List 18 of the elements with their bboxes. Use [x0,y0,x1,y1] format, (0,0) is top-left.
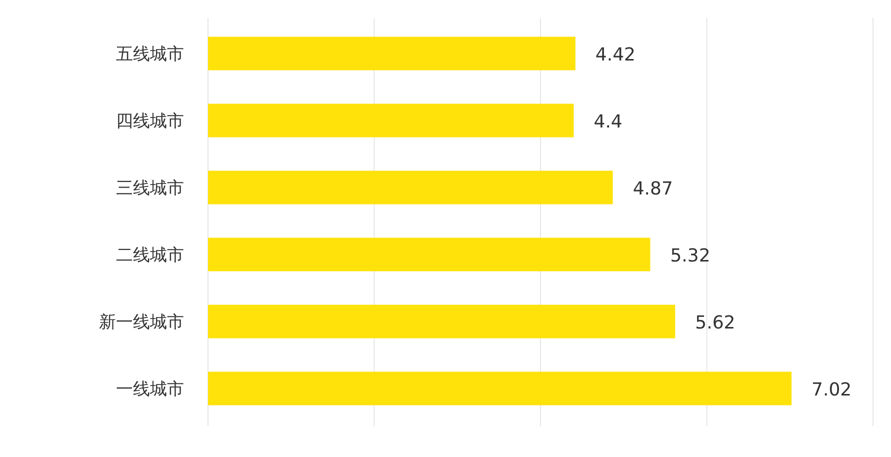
data-label: 5.62 [695,312,736,334]
bar [208,238,650,272]
y-tick-label: 二线城市 [116,246,184,266]
data-label: 5.32 [670,246,710,266]
data-label: 4.87 [632,178,673,200]
y-tick-label: 新一线城市 [99,312,184,332]
y-tick-label: 三线城市 [116,178,184,198]
bar [208,304,676,338]
data-label: 4.42 [595,44,636,66]
y-tick-label: 五线城市 [116,44,184,64]
data-label: 4.4 [594,112,622,132]
bar [208,170,613,204]
data-label: 7.02 [812,380,852,400]
bar [208,372,792,406]
bar [208,36,576,70]
bar [208,104,574,138]
y-tick-label: 四线城市 [116,112,184,132]
y-tick-label: 一线城市 [116,380,184,400]
